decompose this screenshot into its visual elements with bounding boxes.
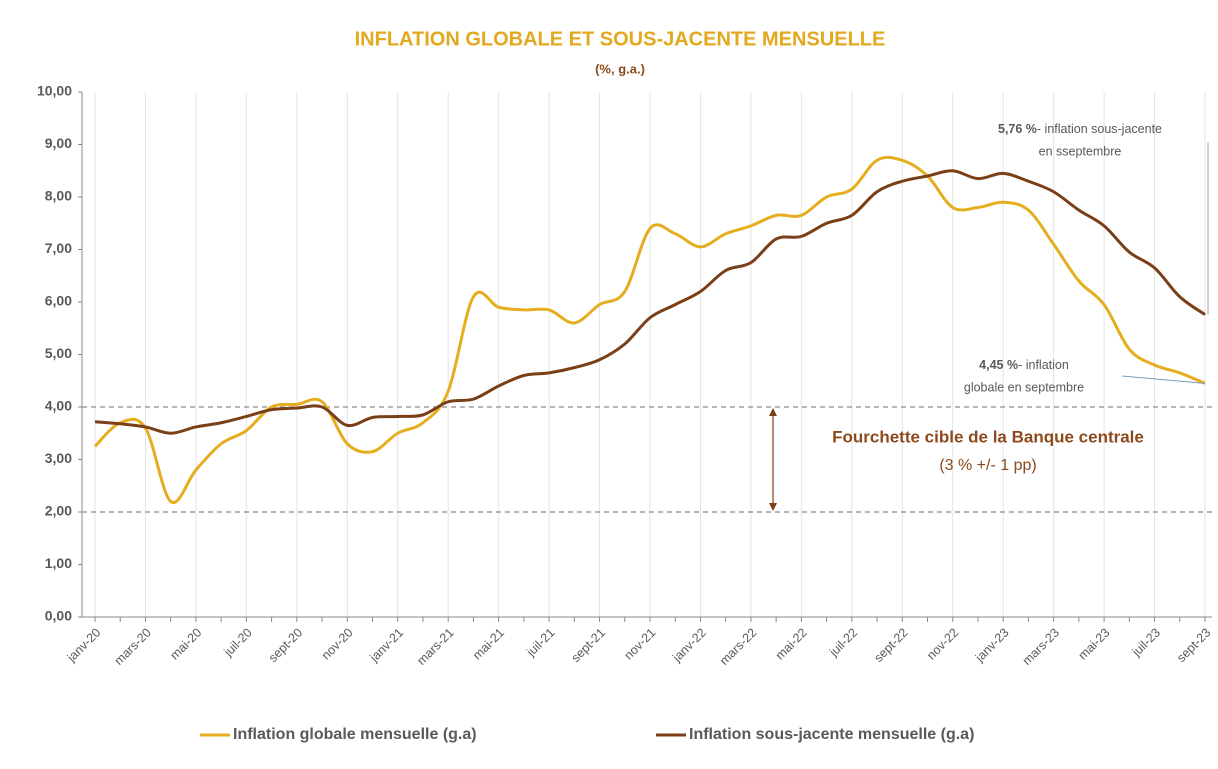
x-tick-label: nov-22 bbox=[924, 626, 961, 663]
x-tick-label: mars-20 bbox=[112, 626, 154, 668]
x-tick-label: sept-22 bbox=[871, 626, 910, 665]
x-tick-label: mars-22 bbox=[717, 626, 759, 668]
y-tick-label: 10,00 bbox=[37, 83, 72, 99]
x-tick-label: juil-21 bbox=[523, 626, 557, 660]
annotation-leader bbox=[1121, 375, 1206, 384]
annotation-text: - inflation bbox=[1018, 358, 1069, 372]
y-tick-label: 8,00 bbox=[45, 188, 72, 204]
legend-label: Inflation globale mensuelle (g.a) bbox=[233, 726, 477, 743]
y-tick-label: 5,00 bbox=[45, 345, 72, 361]
x-tick-label: janv-22 bbox=[669, 626, 709, 666]
x-tick-label: janv-23 bbox=[972, 626, 1012, 666]
y-tick-label: 2,00 bbox=[45, 503, 72, 519]
x-tick-label: mai-20 bbox=[167, 626, 204, 663]
x-tick-label: mai-22 bbox=[773, 626, 810, 663]
annotation-bold: 4,45 % bbox=[979, 358, 1018, 372]
y-tick-label: 7,00 bbox=[45, 240, 72, 256]
series-line bbox=[93, 155, 1206, 505]
x-tick-label: mai-21 bbox=[470, 626, 507, 663]
band-sublabel: (3 % +/- 1 pp) bbox=[939, 457, 1036, 474]
chart-subtitle: (%, g.a.) bbox=[595, 61, 645, 76]
annotation: globale en septembre bbox=[964, 380, 1084, 394]
x-tick-label: sept-20 bbox=[266, 626, 305, 665]
annotation: en sseptembre bbox=[1039, 144, 1122, 158]
x-tick-label: mai-23 bbox=[1076, 626, 1113, 663]
x-tick-label: janv-21 bbox=[367, 626, 407, 666]
series-line bbox=[94, 169, 1206, 435]
x-tick-label: juil-20 bbox=[221, 626, 255, 660]
x-tick-label: janv-20 bbox=[64, 626, 104, 666]
y-tick-label: 3,00 bbox=[45, 450, 72, 466]
x-tick-label: sept-23 bbox=[1174, 626, 1213, 665]
x-tick-label: mars-21 bbox=[414, 626, 456, 668]
x-tick-label: mars-23 bbox=[1020, 626, 1062, 668]
x-tick-label: nov-20 bbox=[319, 626, 356, 663]
annotation-text: - inflation sous-jacente bbox=[1037, 122, 1162, 136]
chart-title: INFLATION GLOBALE ET SOUS-JACENTE MENSUE… bbox=[355, 28, 886, 50]
annotation: 5,76 %- inflation sous-jacente bbox=[998, 122, 1162, 136]
legend-label: Inflation sous-jacente mensuelle (g.a) bbox=[689, 726, 974, 743]
annotation-bold: 5,76 % bbox=[998, 122, 1037, 136]
y-tick-label: 4,00 bbox=[45, 398, 72, 414]
arrow-head bbox=[769, 503, 777, 511]
y-tick-label: 0,00 bbox=[45, 608, 72, 624]
x-tick-label: sept-21 bbox=[569, 626, 608, 665]
x-tick-label: juil-22 bbox=[826, 626, 860, 660]
annotation: 4,45 %- inflation bbox=[979, 358, 1069, 372]
x-tick-label: nov-21 bbox=[622, 626, 659, 663]
y-tick-label: 9,00 bbox=[45, 135, 72, 151]
y-tick-label: 1,00 bbox=[45, 555, 72, 571]
x-tick-label: juil-23 bbox=[1129, 626, 1163, 660]
y-tick-label: 6,00 bbox=[45, 293, 72, 309]
band-label: Fourchette cible de la Banque centrale bbox=[832, 427, 1144, 446]
arrow-head bbox=[769, 408, 777, 416]
